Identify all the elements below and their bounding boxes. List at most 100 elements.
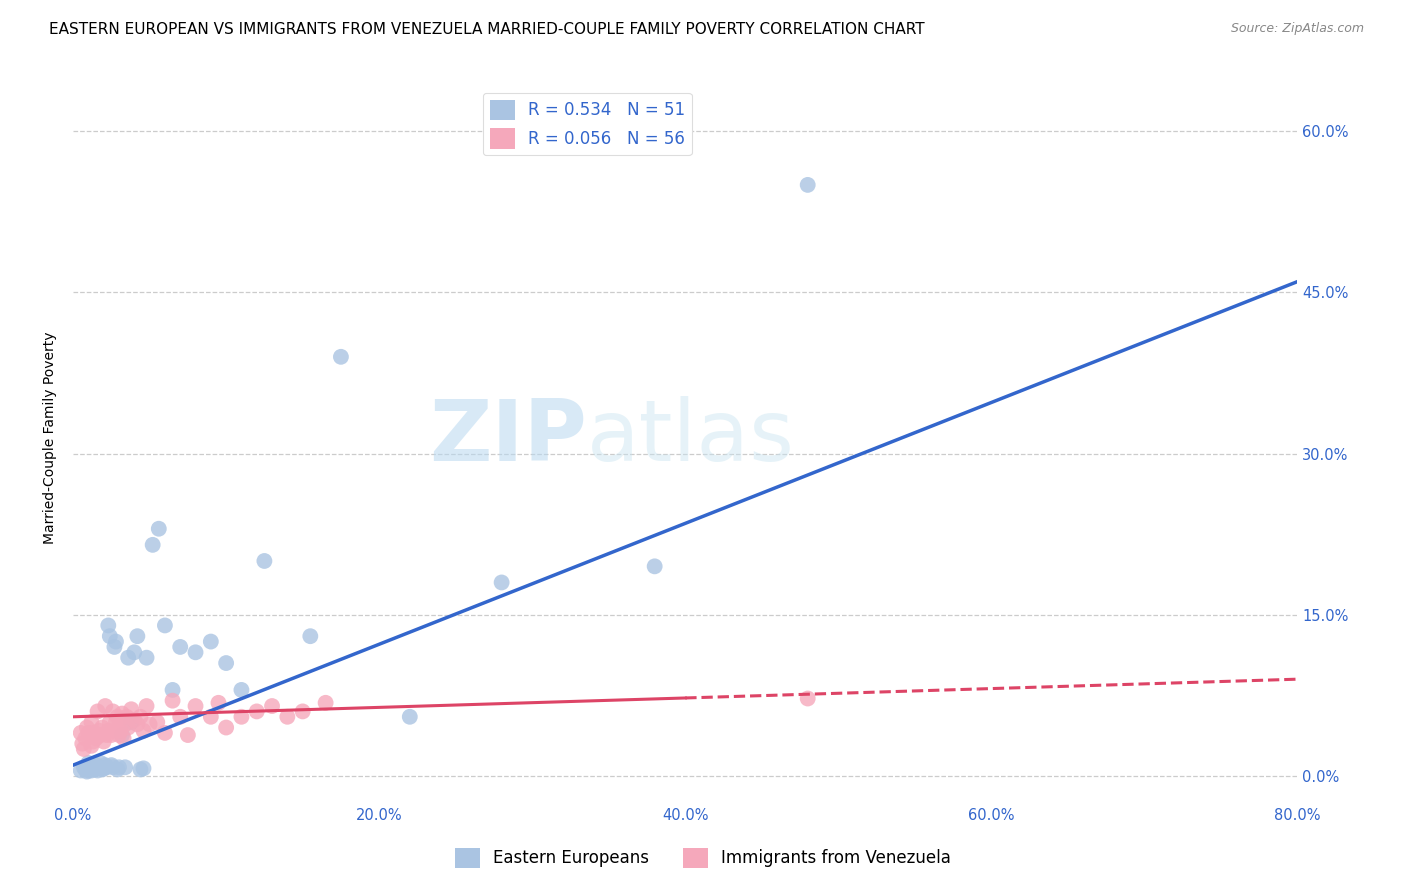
Point bbox=[231, 710, 253, 724]
Point bbox=[75, 731, 97, 746]
Point bbox=[80, 764, 103, 778]
Text: ZIP: ZIP bbox=[430, 396, 588, 479]
Point bbox=[153, 618, 176, 632]
Point bbox=[91, 763, 114, 777]
Point bbox=[120, 702, 142, 716]
Point bbox=[69, 764, 91, 778]
Point bbox=[101, 760, 124, 774]
Point bbox=[200, 634, 222, 648]
Point bbox=[315, 696, 337, 710]
Point bbox=[200, 710, 222, 724]
Point bbox=[291, 705, 314, 719]
Point bbox=[90, 728, 112, 742]
Point bbox=[79, 728, 101, 742]
Point bbox=[96, 728, 118, 742]
Point bbox=[135, 699, 157, 714]
Point bbox=[276, 710, 298, 724]
Point bbox=[93, 734, 115, 748]
Point bbox=[97, 723, 120, 738]
Point bbox=[86, 705, 108, 719]
Point bbox=[117, 721, 139, 735]
Point bbox=[644, 559, 666, 574]
Point bbox=[184, 645, 207, 659]
Point bbox=[299, 629, 322, 643]
Point bbox=[129, 763, 152, 777]
Point bbox=[77, 764, 100, 778]
Point bbox=[77, 756, 100, 770]
Point bbox=[83, 763, 105, 777]
Point bbox=[91, 721, 114, 735]
Point bbox=[177, 728, 200, 742]
Point bbox=[796, 691, 818, 706]
Point bbox=[129, 710, 152, 724]
Point bbox=[108, 760, 131, 774]
Point bbox=[103, 723, 125, 738]
Point bbox=[120, 715, 142, 730]
Point bbox=[112, 731, 135, 746]
Point bbox=[98, 715, 121, 730]
Point bbox=[93, 761, 115, 775]
Point bbox=[104, 634, 127, 648]
Point bbox=[72, 737, 94, 751]
Point bbox=[80, 739, 103, 753]
Point bbox=[79, 761, 101, 775]
Point bbox=[84, 731, 107, 746]
Point bbox=[114, 717, 136, 731]
Point bbox=[100, 728, 122, 742]
Point bbox=[75, 763, 97, 777]
Point bbox=[162, 682, 184, 697]
Point bbox=[169, 640, 191, 654]
Point bbox=[110, 723, 132, 738]
Point bbox=[796, 178, 818, 192]
Point bbox=[231, 682, 253, 697]
Point bbox=[111, 728, 134, 742]
Point bbox=[153, 726, 176, 740]
Point bbox=[124, 713, 146, 727]
Point bbox=[148, 522, 170, 536]
Point bbox=[98, 629, 121, 643]
Point bbox=[127, 717, 149, 731]
Point bbox=[169, 710, 191, 724]
Point bbox=[77, 726, 100, 740]
Point bbox=[69, 726, 91, 740]
Point bbox=[80, 715, 103, 730]
Point bbox=[73, 742, 96, 756]
Legend: R = 0.534   N = 51, R = 0.056   N = 56: R = 0.534 N = 51, R = 0.056 N = 56 bbox=[482, 93, 692, 155]
Point bbox=[90, 756, 112, 770]
Point bbox=[103, 640, 125, 654]
Point bbox=[124, 645, 146, 659]
Point bbox=[207, 696, 229, 710]
Point bbox=[260, 699, 283, 714]
Point bbox=[73, 760, 96, 774]
Point bbox=[215, 656, 238, 670]
Point bbox=[132, 761, 155, 775]
Point bbox=[398, 710, 420, 724]
Legend: Eastern Europeans, Immigrants from Venezuela: Eastern Europeans, Immigrants from Venez… bbox=[449, 841, 957, 875]
Point bbox=[94, 758, 117, 772]
Point bbox=[76, 764, 98, 779]
Point bbox=[117, 650, 139, 665]
Point bbox=[127, 629, 149, 643]
Point bbox=[83, 726, 105, 740]
Point bbox=[146, 715, 169, 730]
Point bbox=[138, 717, 160, 731]
Point bbox=[76, 721, 98, 735]
Point bbox=[162, 693, 184, 707]
Point bbox=[115, 710, 138, 724]
Point bbox=[101, 705, 124, 719]
Point bbox=[215, 721, 238, 735]
Point bbox=[253, 554, 276, 568]
Point bbox=[108, 728, 131, 742]
Point bbox=[96, 760, 118, 774]
Point bbox=[82, 734, 104, 748]
Point bbox=[86, 764, 108, 778]
Text: EASTERN EUROPEAN VS IMMIGRANTS FROM VENEZUELA MARRIED-COUPLE FAMILY POVERTY CORR: EASTERN EUROPEAN VS IMMIGRANTS FROM VENE… bbox=[49, 22, 925, 37]
Point bbox=[87, 723, 110, 738]
Point bbox=[132, 723, 155, 738]
Point bbox=[87, 760, 110, 774]
Point bbox=[491, 575, 513, 590]
Point bbox=[104, 715, 127, 730]
Point bbox=[184, 699, 207, 714]
Point bbox=[142, 538, 165, 552]
Point bbox=[82, 760, 104, 774]
